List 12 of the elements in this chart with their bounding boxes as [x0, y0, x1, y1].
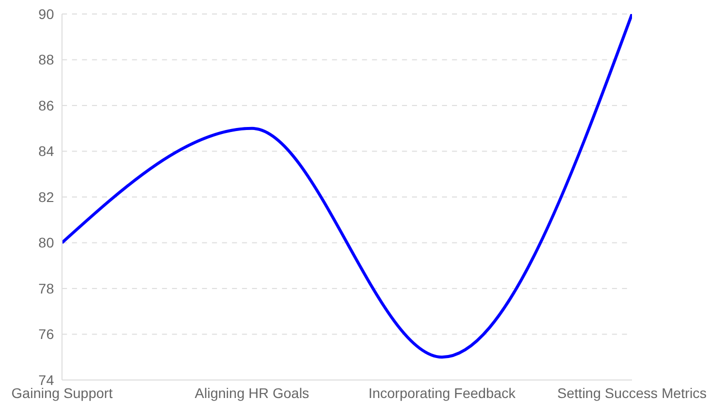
x-tick-label: Aligning HR Goals	[194, 384, 310, 401]
line-series	[62, 14, 632, 359]
y-tick-label: 82	[38, 188, 54, 205]
y-tick-label: 86	[38, 97, 54, 114]
y-tick-label: 90	[38, 6, 54, 22]
y-tick-label: 78	[38, 280, 54, 296]
x-tick-label: Setting Success Metrics	[557, 384, 707, 401]
y-tick-label: 76	[38, 326, 54, 342]
y-tick-label: 80	[38, 234, 54, 251]
y-tick-label: 88	[38, 52, 54, 68]
y-tick-label: 84	[38, 143, 54, 160]
x-tick-label: Incorporating Feedback	[368, 384, 517, 401]
